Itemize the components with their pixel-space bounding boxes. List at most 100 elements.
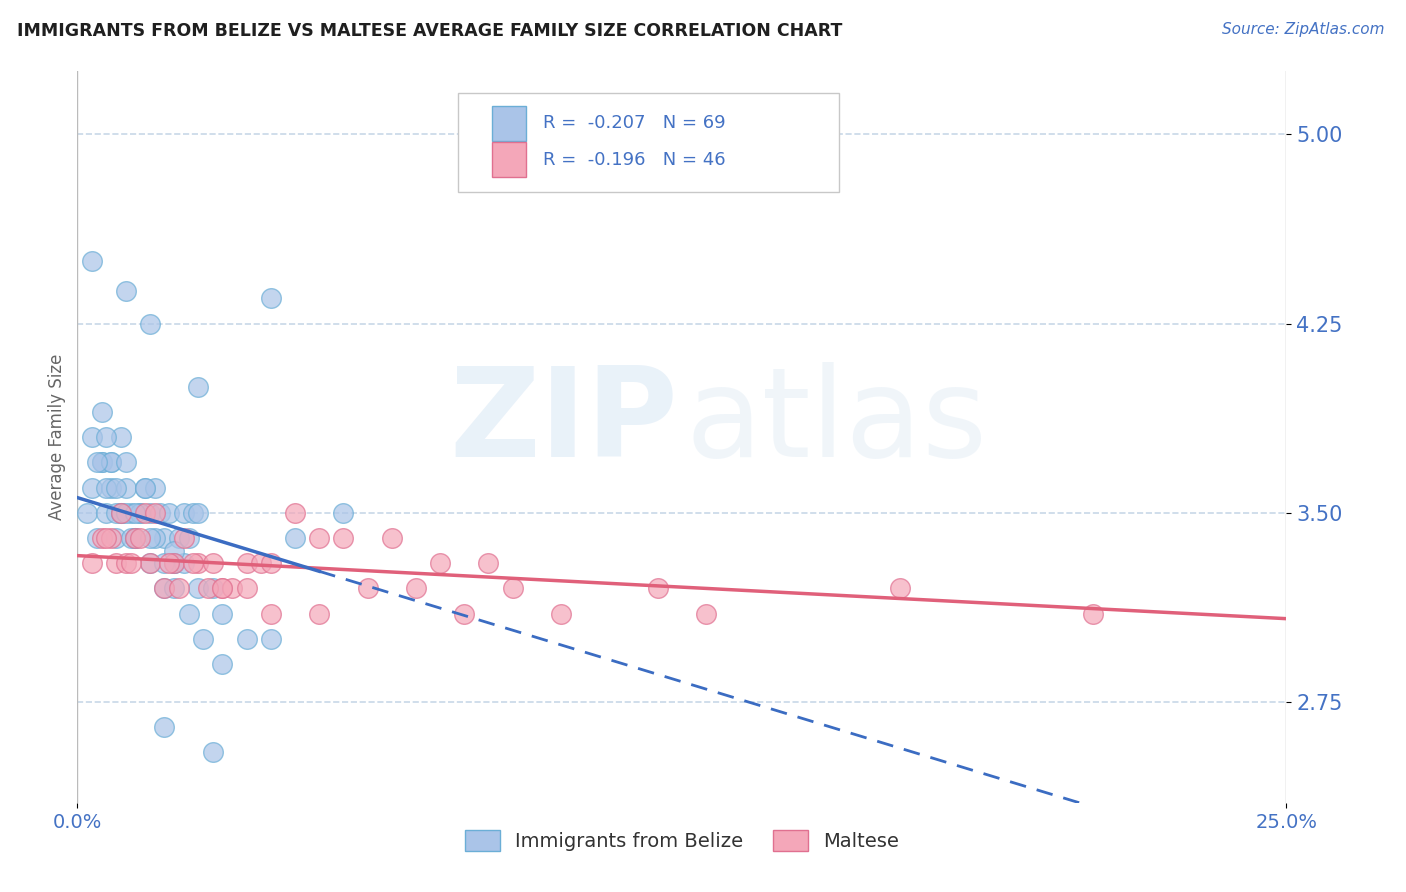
Point xyxy=(235,632,257,646)
Point xyxy=(148,506,170,520)
Point xyxy=(157,556,180,570)
Point xyxy=(647,582,669,596)
Point xyxy=(105,506,128,520)
Point xyxy=(80,253,103,268)
Text: R =  -0.207   N = 69: R = -0.207 N = 69 xyxy=(543,114,725,132)
Point xyxy=(332,506,354,520)
Point xyxy=(120,506,142,520)
Point xyxy=(381,531,404,545)
Point xyxy=(308,607,330,621)
Legend: Immigrants from Belize, Maltese: Immigrants from Belize, Maltese xyxy=(457,822,907,859)
Point xyxy=(100,455,122,469)
Point xyxy=(143,531,166,545)
Point xyxy=(120,556,142,570)
Point xyxy=(356,582,378,596)
Point xyxy=(477,556,499,570)
Point xyxy=(173,531,195,545)
Point xyxy=(153,556,176,570)
Point xyxy=(1081,607,1104,621)
Point xyxy=(120,531,142,545)
Point xyxy=(173,506,195,520)
Point xyxy=(260,632,283,646)
Point xyxy=(183,556,205,570)
Point xyxy=(114,284,136,298)
Point xyxy=(105,531,128,545)
Point xyxy=(453,607,475,621)
FancyBboxPatch shape xyxy=(492,143,526,178)
Point xyxy=(80,556,103,570)
Point xyxy=(105,481,128,495)
Point xyxy=(550,607,572,621)
Point xyxy=(332,531,354,545)
Point xyxy=(260,291,283,305)
Point xyxy=(167,582,190,596)
Point xyxy=(139,556,162,570)
Point xyxy=(80,430,103,444)
Point xyxy=(114,556,136,570)
Point xyxy=(96,430,118,444)
Point xyxy=(153,531,176,545)
Point xyxy=(221,582,243,596)
Point xyxy=(211,607,233,621)
Point xyxy=(201,745,224,759)
Point xyxy=(114,455,136,469)
Point xyxy=(163,556,186,570)
Point xyxy=(105,556,128,570)
Point xyxy=(76,506,98,520)
Point xyxy=(110,506,132,520)
Point xyxy=(100,481,122,495)
FancyBboxPatch shape xyxy=(492,106,526,141)
Point xyxy=(502,582,524,596)
Point xyxy=(187,506,209,520)
Point xyxy=(139,556,162,570)
Text: R =  -0.196   N = 46: R = -0.196 N = 46 xyxy=(543,151,725,169)
Point xyxy=(139,531,162,545)
Point xyxy=(177,531,200,545)
Point xyxy=(153,720,176,734)
Point xyxy=(211,582,233,596)
Point xyxy=(235,556,257,570)
Point xyxy=(90,455,112,469)
Point xyxy=(110,506,132,520)
Point xyxy=(110,506,132,520)
Point xyxy=(96,531,118,545)
Point xyxy=(201,582,224,596)
Text: ZIP: ZIP xyxy=(450,362,678,483)
Point xyxy=(100,531,122,545)
Point xyxy=(284,531,307,545)
Y-axis label: Average Family Size: Average Family Size xyxy=(48,354,66,520)
Point xyxy=(134,481,156,495)
Point xyxy=(284,506,307,520)
Point xyxy=(163,556,186,570)
Point xyxy=(100,455,122,469)
Point xyxy=(124,531,146,545)
Point xyxy=(129,506,152,520)
Point xyxy=(134,481,156,495)
Point xyxy=(250,556,273,570)
Point xyxy=(86,531,108,545)
Point xyxy=(110,430,132,444)
Point xyxy=(153,582,176,596)
Text: IMMIGRANTS FROM BELIZE VS MALTESE AVERAGE FAMILY SIZE CORRELATION CHART: IMMIGRANTS FROM BELIZE VS MALTESE AVERAG… xyxy=(17,22,842,40)
Point xyxy=(211,657,233,671)
Point xyxy=(96,481,118,495)
Point xyxy=(114,506,136,520)
Point xyxy=(167,531,190,545)
Point xyxy=(197,582,219,596)
Text: atlas: atlas xyxy=(686,362,987,483)
Point xyxy=(260,607,283,621)
Point xyxy=(139,506,162,520)
Point xyxy=(90,405,112,419)
Point xyxy=(114,481,136,495)
Point xyxy=(235,582,257,596)
Point xyxy=(429,556,451,570)
Point xyxy=(173,556,195,570)
Text: Source: ZipAtlas.com: Source: ZipAtlas.com xyxy=(1222,22,1385,37)
Point xyxy=(187,556,209,570)
Point xyxy=(177,607,200,621)
Point xyxy=(889,582,911,596)
Point xyxy=(134,506,156,520)
Point xyxy=(124,531,146,545)
Point xyxy=(187,582,209,596)
Point xyxy=(163,556,186,570)
